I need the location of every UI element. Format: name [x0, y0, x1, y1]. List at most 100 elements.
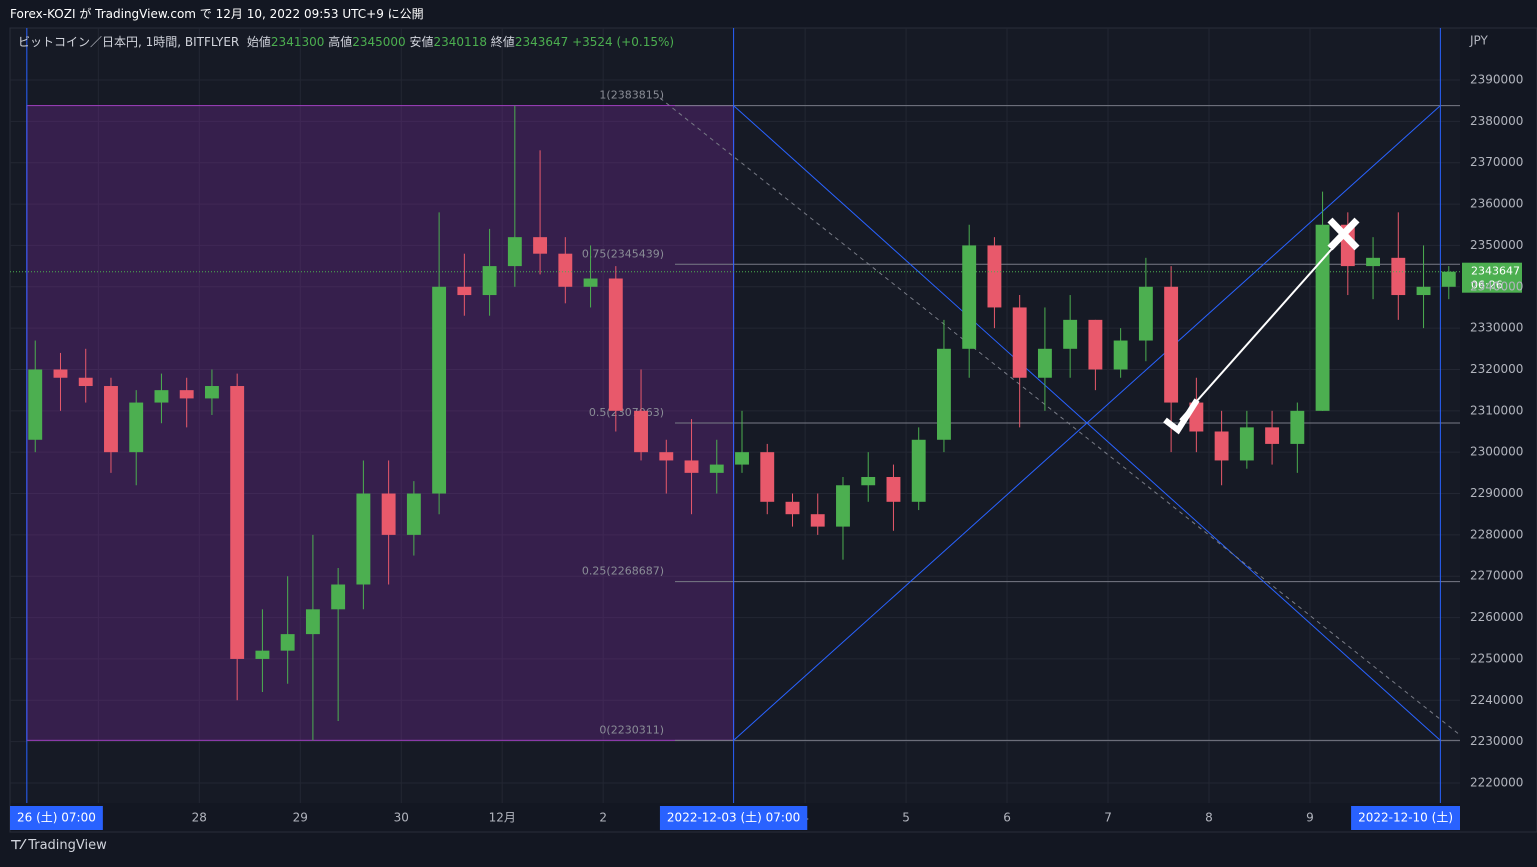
candle-body [558, 253, 573, 287]
currency-label: JPY [1469, 34, 1489, 48]
fib-label: 0.5(2307063) [589, 406, 664, 419]
legend-text: 2343647 [514, 35, 569, 49]
candle-body [280, 634, 295, 651]
y-tick-label: 2220000 [1470, 775, 1523, 789]
y-tick-label: 2270000 [1470, 569, 1523, 583]
candle-body [634, 410, 648, 453]
footer-logo: ⊤⁄ TradingView [10, 838, 107, 853]
marker-label: 2022-12-03 (土) 07:00 [667, 811, 800, 825]
candle-body [255, 650, 270, 659]
marker-label: 26 (土) 07:00 [17, 811, 96, 825]
legend-text: 始値 [246, 35, 271, 49]
brand: TradingView [28, 838, 107, 853]
x-tick-label: 5 [902, 811, 910, 825]
legend: ビットコイン／日本円, 1時間, BITFLYER 始値2341300 高値23… [18, 33, 678, 50]
candle-body [179, 390, 194, 399]
candle-body [1037, 348, 1052, 378]
annotation-arrow [1179, 241, 1339, 421]
marker-label-box [659, 806, 808, 830]
candle-body [886, 476, 901, 502]
x-tick-label: 2 [599, 811, 607, 825]
candle-body [507, 237, 522, 267]
candle-body [760, 452, 775, 502]
candle-body [230, 386, 245, 659]
x-tick-label: 12月 [489, 811, 516, 825]
candle-body [861, 476, 876, 486]
candle-body [154, 390, 169, 403]
legend-text: +3524 (+0.15%) [572, 35, 675, 49]
candle-body [735, 452, 749, 465]
candle-body [1315, 224, 1330, 411]
legend-text: ビットコイン／日本円, 1時間, BITFLYER [18, 35, 240, 49]
y-tick-label: 2380000 [1470, 114, 1523, 128]
fib-label: 1(2383815) [599, 89, 664, 102]
candle-body [1366, 257, 1380, 267]
y-tick-label: 2360000 [1470, 197, 1523, 211]
publish-info: Forex-KOZI が TradingView.com で 12月 10, 2… [10, 7, 424, 21]
y-tick-label: 2350000 [1470, 238, 1523, 252]
legend-text: 安値 [409, 35, 434, 49]
candle-body [810, 514, 825, 527]
candle-body [406, 493, 421, 535]
legend-text: 終値 [490, 35, 515, 49]
y-tick-label: 2230000 [1470, 734, 1523, 748]
last-price-label: 2343647 [1471, 265, 1520, 278]
x-tick-label: 8 [1205, 811, 1213, 825]
candle-body [987, 245, 1002, 308]
last-price-box [1462, 262, 1522, 293]
x-tick-label: 30 [394, 811, 409, 825]
candle-body [608, 278, 623, 411]
y-tick-label: 2320000 [1470, 362, 1523, 376]
candle-body [1063, 319, 1078, 349]
candle-body [709, 464, 724, 473]
candle-body [1265, 427, 1280, 444]
y-tick-label: 2280000 [1470, 527, 1523, 541]
check-mark [1163, 398, 1200, 435]
fib-label: 0(2230311) [599, 723, 664, 736]
candle-body [1164, 286, 1179, 403]
fib-label: 0.75(2345439) [582, 247, 664, 260]
candle-body [1290, 410, 1305, 444]
marker-label: 2022-12-10 (土) [1358, 811, 1453, 825]
x-tick-label: 9 [1306, 811, 1314, 825]
trend-line [659, 97, 1461, 736]
candle-body [1239, 427, 1254, 461]
gann-diagonal [733, 105, 1441, 741]
legend-text: 2340118 [433, 35, 487, 49]
y-tick-label: 2240000 [1470, 693, 1523, 707]
y-tick-label: 2300000 [1470, 445, 1523, 459]
y-tick-label: 2310000 [1470, 403, 1523, 417]
candle-body [129, 402, 144, 453]
y-tick-label: 2290000 [1470, 486, 1523, 500]
y-tick-label: 2390000 [1470, 73, 1523, 87]
candle-body [53, 369, 68, 378]
legend-text: 2345000 [352, 35, 406, 49]
candle-body [305, 609, 320, 635]
candle-body [104, 386, 118, 453]
candle-body [911, 439, 926, 502]
x-tick-label: 28 [192, 811, 207, 825]
legend-text: 2341300 [270, 35, 325, 49]
candle-body [1088, 319, 1103, 370]
marker-label-box [10, 806, 103, 830]
candle-body [28, 369, 43, 440]
candle-body [583, 278, 598, 287]
candle-body [1113, 340, 1128, 370]
candle-body [1391, 257, 1406, 296]
y-tick-label: 2340000 [1470, 279, 1523, 293]
candle-body [684, 460, 699, 473]
y-tick-label: 2250000 [1470, 651, 1523, 665]
candle-body [1138, 286, 1153, 341]
candle-body [1416, 286, 1431, 296]
plot-area [10, 28, 1460, 803]
frame [9, 27, 1537, 833]
candle-body [381, 493, 396, 535]
legend-text: 高値 [328, 35, 353, 49]
candle-body [78, 377, 93, 387]
countdown: 06:26 [1471, 279, 1503, 292]
marker-label-box [1351, 806, 1460, 830]
y-tick-label: 2330000 [1470, 321, 1523, 335]
y-tick-label: 2260000 [1470, 610, 1523, 624]
fib-label: 0.25(2268687) [582, 565, 664, 578]
